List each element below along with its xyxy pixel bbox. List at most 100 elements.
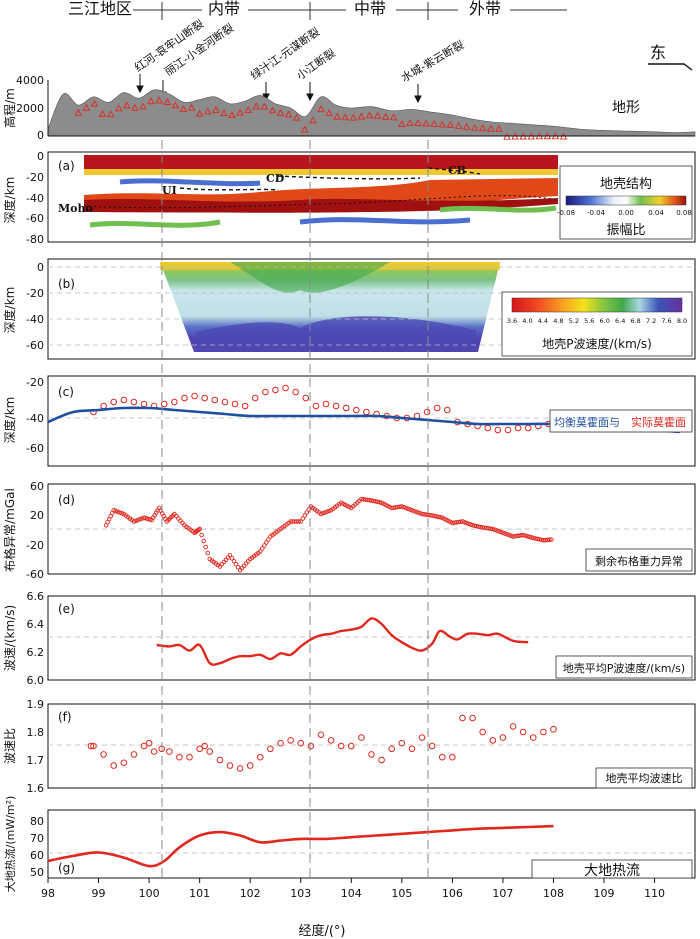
station-triangle (365, 111, 374, 119)
vpvs-point (469, 714, 476, 722)
bouguer-point (223, 557, 229, 563)
fault-arrows (136, 74, 422, 104)
vpvs-point (358, 734, 365, 741)
bouguer-point (375, 499, 380, 505)
bouguer-point (199, 532, 204, 538)
bouguer-point (456, 519, 461, 525)
bouguer-point (522, 533, 528, 538)
vpvs-point (307, 742, 315, 750)
bouguer-point (409, 508, 415, 513)
bouguer-point (115, 509, 121, 515)
d-tick-60: 60 (30, 480, 44, 493)
bouguer-point (502, 531, 508, 536)
vpvs-point (216, 756, 224, 764)
c-ylabel: 深度/km (2, 397, 17, 444)
bouguer-point (508, 533, 514, 539)
bouguer-point (373, 499, 378, 504)
bouguer-point (498, 529, 504, 535)
b-tick-40: -40 (26, 313, 44, 326)
bouguer-point (425, 512, 431, 518)
actual-moho-point (201, 394, 208, 402)
f-legend-box (595, 767, 693, 789)
vpvs-point (206, 748, 214, 755)
vpvs-point (529, 734, 537, 741)
b-scale-label: 3.6 (507, 317, 517, 325)
vpvs-point (166, 748, 173, 755)
label-ui: UI (162, 184, 177, 197)
b-scale-label: 5.6 (584, 317, 594, 325)
bouguer-point (415, 510, 421, 515)
bouguer-point (241, 563, 247, 569)
panel-b-letter: (b) (58, 277, 75, 291)
panel-topography: 4000 2000 0 高程/m 地形 (2, 74, 696, 142)
east-arrow-icon (648, 63, 693, 71)
b-scale-label: 6.0 (600, 317, 610, 325)
bouguer-point (322, 510, 328, 515)
bouguer-point (504, 532, 510, 537)
actual-moho-point (282, 384, 289, 392)
bouguer-point (180, 520, 185, 526)
vpvs-point (256, 753, 264, 761)
vpvs-point (201, 742, 208, 750)
zone-label-outer: 外带 (469, 0, 501, 18)
x-tick-label: 108 (543, 887, 564, 900)
actual-moho-point (160, 400, 168, 408)
vpvs-point (236, 765, 244, 772)
bouguer-point (411, 508, 417, 514)
bouguer-point (526, 534, 532, 540)
bouguer-point (239, 565, 245, 571)
f-tick-17: 1.7 (27, 754, 45, 767)
bouguer-point (549, 537, 554, 542)
vpvs-point (226, 762, 234, 769)
b-ylabel: 深度/km (2, 287, 17, 334)
station-triangle (252, 102, 261, 110)
bouguer-point (401, 505, 407, 510)
station-triangle (187, 103, 196, 111)
a-colorbar (565, 195, 687, 206)
c-legend-box (549, 409, 693, 433)
x-tick-label: 107 (492, 887, 513, 900)
a-legend-title: 地壳结构 (600, 177, 652, 192)
f-tick-16: 1.6 (27, 782, 45, 795)
station-triangle (203, 107, 212, 115)
station-triangle (115, 104, 123, 112)
f-tick-18: 1.8 (27, 726, 45, 739)
actual-moho-point (231, 400, 239, 408)
g-tick-70: 70 (30, 832, 44, 845)
bouguer-point (541, 538, 546, 543)
vpvs-point (130, 751, 138, 758)
bouguer-point (391, 505, 396, 510)
x-tick-label: 109 (594, 887, 615, 900)
bouguer-point (482, 525, 487, 531)
bouguer-point (266, 537, 271, 542)
b-scale-label: 4.0 (522, 317, 532, 325)
bouguer-point (492, 527, 498, 533)
panel-e-vp: (e) 6.6 6.4 6.2 6.0 波速/(km/s) 地壳平均P波速度/(… (3, 590, 696, 687)
actual-moho-point (363, 408, 370, 416)
a-ylabel: 深度/km (2, 177, 17, 224)
bouguer-point (533, 536, 538, 541)
panel-b-p-velocity: (b) 0 -20 -40 -60 深度/km 3.6 4.0 4.4 4.8 5.2 5… (2, 258, 696, 360)
bouguer-point (264, 540, 269, 545)
panel-d-letter: (d) (58, 493, 75, 507)
bouguer-point (468, 522, 473, 527)
actual-moho-point (484, 424, 492, 432)
topo-tick-2000: 2000 (16, 102, 44, 115)
vpvs-point (140, 742, 148, 750)
vpvs-point (277, 739, 284, 747)
bouguer-point (298, 519, 303, 524)
topo-ylabel: 高程/m (2, 88, 17, 128)
bouguer-point (399, 504, 405, 509)
vpvs-point (297, 739, 305, 747)
station-triangle (438, 120, 447, 128)
actual-moho-point (433, 404, 441, 412)
bouguer-point (545, 537, 550, 543)
actual-moho-point (140, 400, 148, 408)
actual-moho-point (322, 400, 330, 408)
bouguer-point (417, 511, 423, 516)
actual-moho-point (181, 394, 188, 402)
b-colorbar (511, 297, 683, 313)
bouguer-point (363, 497, 368, 502)
panel-d-bouguer: (d) 60 20 -20 -60 布格异常/mGal 剩余布格重力异常 (2, 480, 696, 581)
bouguer-point (260, 546, 265, 551)
